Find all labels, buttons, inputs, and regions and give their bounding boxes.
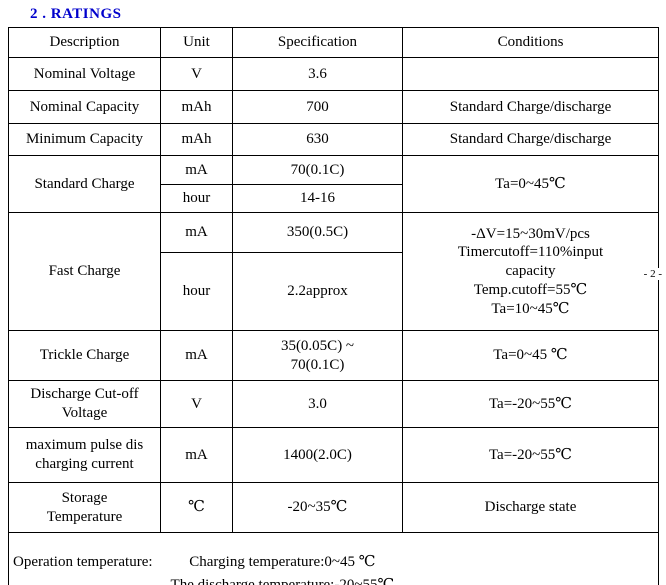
cell-spec: 630 [232,123,403,156]
charging-temperature-text: Charging temperature:0~45 ℃ [189,553,376,570]
cell-description: Nominal Capacity [8,90,161,124]
cell-description: Nominal Voltage [8,57,161,91]
table-row-standard-charge-ma: Standard Charge mA 70(0.1C) Ta=0~45℃ [8,155,659,213]
header-specification: Specification [232,27,403,58]
page-number: - 2 - [641,268,664,280]
table-row-discharge-cutoff: Discharge Cut-off Voltage V 3.0 Ta=-20~5… [8,380,659,428]
cell-spec: 3.6 [232,57,403,91]
table-row-fast-charge-hour: hour 2.2approx [9,252,659,331]
cell-spec: 70(0.1C) [232,155,403,185]
cell-conditions [402,57,659,91]
cell-unit: V [160,57,233,91]
table-header-row: Description Unit Specification Condition… [8,27,659,58]
table-row-nominal-voltage: Nominal Voltage V 3.6 [8,57,659,91]
table-footer-row: Operation temperature: Charging temperat… [8,532,659,585]
cell-description: Minimum Capacity [8,123,161,156]
table-row-max-pulse: maximum pulse dis charging current mA 14… [8,427,659,483]
cell-description: Trickle Charge [8,330,161,381]
ratings-table: Description Unit Specification Condition… [8,27,659,585]
cell-unit: mAh [160,123,233,156]
cell-spec: 1400(2.0C) [232,427,403,483]
cell-unit: hour [160,184,233,213]
cell-description: Fast Charge [8,212,161,331]
table-row-minimum-capacity: Minimum Capacity mAh 630 Standard Charge… [8,123,659,156]
cell-conditions: Ta=0~45 ℃ [402,330,659,381]
cell-unit: mAh [160,90,233,124]
cell-conditions: Ta=-20~55℃ [402,427,659,483]
cell-spec: 350(0.5C) [232,212,403,253]
header-unit: Unit [160,27,233,58]
table-row-fast-charge-ma: Fast Charge mA 350(0.5C) -ΔV=15~30mV/pcs… [8,212,659,331]
section-title: 2 . RATINGS [30,6,122,22]
cell-spec: 14-16 [232,184,403,213]
cell-conditions: Discharge state [402,482,659,533]
cell-spec: 2.2approx [232,252,403,331]
cell-description: Storage Temperature [8,482,161,533]
header-description: Description [8,27,161,58]
cell-conditions: Standard Charge/discharge [402,123,659,156]
cell-unit: ℃ [160,482,233,533]
operation-temperature-cell: Operation temperature: Charging temperat… [8,532,659,585]
cell-conditions: Ta=-20~55℃ [402,380,659,428]
operation-temperature-label: Operation temperature: [13,553,153,570]
header-conditions: Conditions [402,27,659,58]
cell-spec: 3.0 [232,380,403,428]
cell-spec: -20~35℃ [232,482,403,533]
cell-description: Discharge Cut-off Voltage [8,380,161,428]
table-row-nominal-capacity: Nominal Capacity mAh 700 Standard Charge… [8,90,659,124]
table-row-standard-charge-hour: hour 14-16 [9,184,659,213]
cell-conditions: Ta=0~45℃ [402,155,659,213]
cell-spec: 35(0.05C) ~ 70(0.1C) [232,330,403,381]
cell-description: Standard Charge [8,155,161,213]
cell-unit: mA [160,212,233,253]
cell-unit: mA [160,155,233,185]
discharge-temperature-text: The discharge temperature:-20~55℃ [170,576,395,585]
cell-description: maximum pulse dis charging current [8,427,161,483]
cell-conditions: Standard Charge/discharge [402,90,659,124]
cell-unit: V [160,380,233,428]
ratings-page: 2 . RATINGS Description Unit Specificati… [0,6,666,585]
table-row-storage-temperature: Storage Temperature ℃ -20~35℃ Discharge … [8,482,659,533]
cell-conditions: -ΔV=15~30mV/pcs Timercutoff=110%input ca… [402,212,659,331]
cell-unit: mA [160,330,233,381]
cell-unit: mA [160,427,233,483]
cell-spec: 700 [232,90,403,124]
table-row-trickle-charge: Trickle Charge mA 35(0.05C) ~ 70(0.1C) T… [8,330,659,381]
cell-unit: hour [160,252,233,331]
